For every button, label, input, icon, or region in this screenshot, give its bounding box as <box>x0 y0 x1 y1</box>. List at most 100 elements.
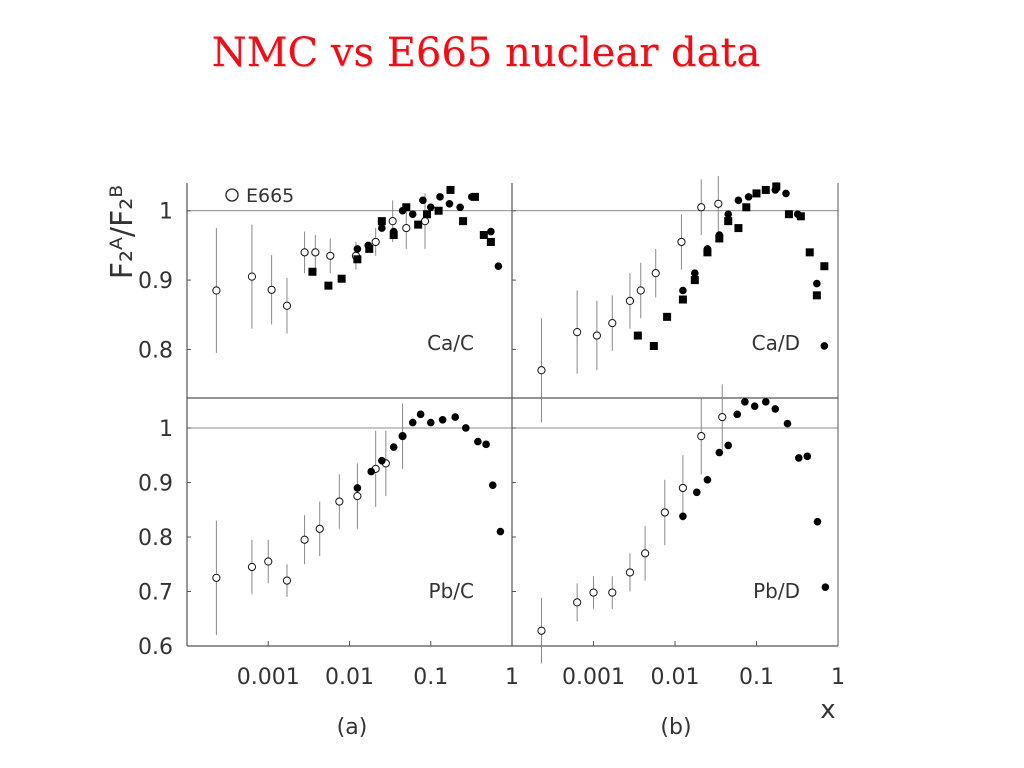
data-point-open-circle <box>315 524 324 533</box>
plot-labels: 0.8 0.9 1 Ca/C Ca/D 0.6 0.7 0.8 0.9 1 Pb/C Pb/D 0.00… <box>105 185 845 740</box>
data-point-filled-circle <box>744 193 753 201</box>
data-point-filled-square <box>486 237 495 246</box>
data-point-open-circle <box>678 483 687 493</box>
data-point-open-circle <box>636 286 645 295</box>
data-point-open-circle <box>267 285 276 294</box>
data-point-open-circle <box>212 573 221 582</box>
legend-marker-open-circle <box>225 188 239 202</box>
data-point-filled-circle <box>703 475 712 484</box>
data-point-open-circle <box>697 203 706 212</box>
data-point-filled-square <box>812 291 821 300</box>
x-tick-label: 0.001 <box>237 665 300 690</box>
data-point-filled-circle <box>679 512 687 521</box>
data-point-filled-circle <box>691 269 699 277</box>
legend-label-e665: E665 <box>246 185 294 207</box>
data-point-filled-circle <box>398 432 407 440</box>
x-tick-label: 0.01 <box>325 665 374 690</box>
data-point-filled-circle <box>438 416 447 424</box>
data-point-open-circle <box>371 237 380 247</box>
y-axis-label: F₂ᴬ/F₂ᴮ <box>105 185 140 280</box>
y-tick-label: 0.9 <box>138 269 173 294</box>
data-point-filled-circle <box>724 441 733 450</box>
data-point-open-circle <box>697 432 706 441</box>
data-point-filled-circle <box>793 210 802 219</box>
data-point-filled-circle <box>408 418 417 427</box>
data-point-filled-square <box>742 203 751 212</box>
plot-frames <box>186 183 839 647</box>
data-point-open-circle <box>212 286 221 295</box>
data-point-filled-square <box>353 255 362 264</box>
data-point-open-circle <box>625 296 635 306</box>
data-point-filled-square <box>434 206 443 215</box>
data-point-filled-circle <box>378 224 386 232</box>
data-point-filled-circle <box>353 245 362 253</box>
data-point-open-circle <box>714 199 723 208</box>
data-point-open-circle <box>589 588 598 597</box>
data-point-filled-circle <box>480 231 488 239</box>
data-point-filled-square <box>690 276 699 285</box>
data-point-open-circle <box>573 328 582 337</box>
data-point-filled-circle <box>715 448 724 457</box>
data-point-filled-circle <box>821 583 830 591</box>
x-tick-label: 1 <box>505 665 519 690</box>
data-point-filled-circle <box>494 262 503 271</box>
data-point-filled-circle <box>482 440 490 449</box>
data-point-filled-circle <box>398 206 407 215</box>
data-point-filled-circle <box>364 241 373 250</box>
data-point-open-circle <box>573 598 582 607</box>
y-tick-label: 0.6 <box>138 635 173 660</box>
data-point-filled-circle <box>794 454 803 462</box>
data-point-filled-circle <box>408 210 417 219</box>
x-tick-label: 0.001 <box>562 665 625 690</box>
data-point-open-circle <box>264 557 273 566</box>
data-point-filled-circle <box>783 419 792 428</box>
y-tick-label: 1 <box>159 417 173 442</box>
data-point-filled-circle <box>451 413 460 421</box>
data-point-open-circle <box>608 318 617 328</box>
y-tick-label: 0.8 <box>138 338 173 363</box>
data-point-filled-circle <box>752 189 761 198</box>
data-point-filled-circle <box>426 418 435 427</box>
data-point-filled-circle <box>782 189 790 198</box>
data-point-open-circle <box>592 331 601 340</box>
column-label-a: (a) <box>337 715 368 740</box>
data-point-filled-square <box>633 331 642 340</box>
data-point-open-circle <box>718 412 727 422</box>
data-point-filled-circle <box>488 481 497 490</box>
panel-label-ca-d: Ca/D <box>752 331 800 355</box>
data-point-open-circle <box>651 269 660 278</box>
data-point-filled-square <box>377 217 386 226</box>
data-point-filled-square <box>414 220 423 229</box>
data-point-filled-circle <box>715 231 724 239</box>
data-point-filled-circle <box>750 402 759 410</box>
plot-marks <box>212 176 830 664</box>
data-point-filled-circle <box>445 200 454 208</box>
data-point-filled-square <box>308 267 317 276</box>
y-tick-label: 0.9 <box>138 471 173 496</box>
data-point-open-circle <box>300 248 309 257</box>
data-point-filled-square <box>423 210 432 219</box>
data-point-filled-square <box>734 224 743 233</box>
data-point-filled-circle <box>487 227 495 236</box>
data-point-filled-circle <box>761 186 770 194</box>
data-point-filled-circle <box>771 186 780 194</box>
data-point-filled-circle <box>761 398 770 406</box>
data-point-open-circle <box>300 535 309 544</box>
data-point-filled-circle <box>367 467 376 476</box>
x-tick-label: 1 <box>831 665 845 690</box>
data-point-filled-square <box>324 281 333 290</box>
data-point-filled-circle <box>734 196 743 205</box>
data-point-filled-circle <box>426 203 435 212</box>
data-point-filled-circle <box>741 398 749 406</box>
data-point-filled-circle <box>389 443 398 451</box>
y-tick-label: 0.7 <box>138 580 173 605</box>
data-point-filled-circle <box>419 196 427 205</box>
data-point-filled-square <box>663 312 672 321</box>
data-point-open-circle <box>625 568 635 577</box>
data-point-open-circle <box>353 492 362 501</box>
data-point-open-circle <box>247 272 257 281</box>
data-point-filled-circle <box>813 279 821 288</box>
data-point-filled-square <box>724 217 733 226</box>
data-point-filled-circle <box>692 488 701 497</box>
